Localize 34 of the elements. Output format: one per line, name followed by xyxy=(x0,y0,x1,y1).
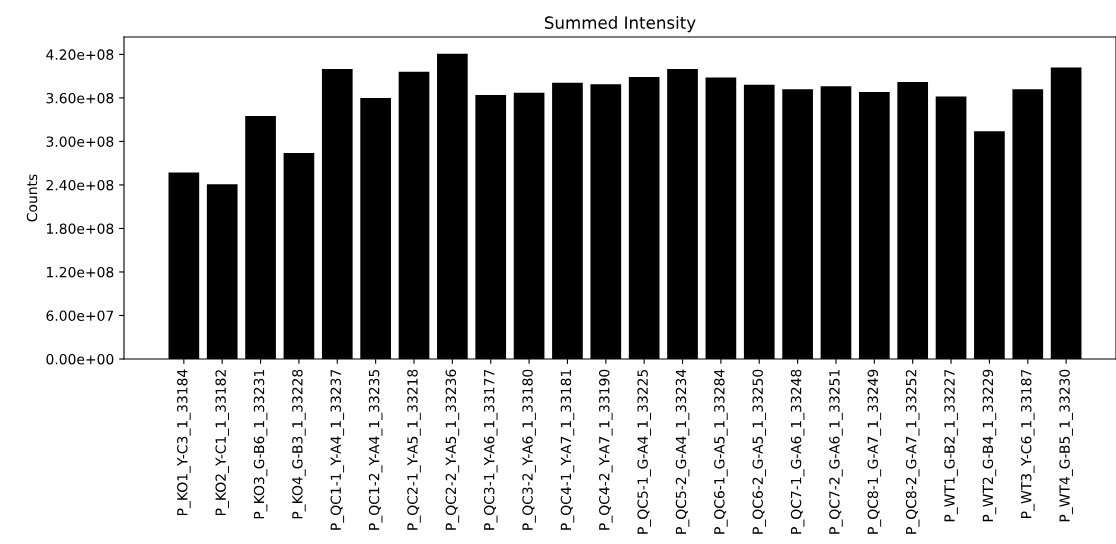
x-tick-label: P_QC3-2_Y-A6_1_33180 xyxy=(522,369,536,530)
x-tick-label: P_QC1-2_Y-A4_1_33235 xyxy=(368,369,383,530)
y-tick-label: 6.00e+07 xyxy=(46,310,114,321)
x-tick-label: P_QC7-2_G-A6_1_33251 xyxy=(829,370,843,534)
x-tick-label: P_WT3_Y-C6_1_33187 xyxy=(1020,369,1035,518)
chart-title: Summed Intensity xyxy=(544,16,696,33)
x-tick-label: P_KO1_Y-C3_1_33184 xyxy=(177,369,191,516)
x-tick-label: P_WT1_G-B2_1_33227 xyxy=(944,369,958,522)
y-axis-title: Counts xyxy=(26,174,38,222)
y-tick-label: 0.00e+00 xyxy=(46,353,114,365)
x-tick-label: P_WT4_G-B5_1_33230 xyxy=(1059,369,1073,522)
x-tick-label: P_KO3_G-B6_1_33231 xyxy=(253,370,268,519)
x-tick-label: P_WT2_G-B4_1_33229 xyxy=(982,369,997,522)
x-tick-label: P_QC4-1_Y-A7_1_33181 xyxy=(560,370,575,530)
x-tick-label: P_QC8-2_G-A7_1_33252 xyxy=(905,370,920,534)
x-tick-label: P_QC3-1_Y-A6_1_33177 xyxy=(483,369,498,530)
x-tick-label: P_QC8-1_G-A7_1_33249 xyxy=(867,369,882,534)
x-tick-label: P_QC7-1_G-A6_1_33248 xyxy=(790,369,805,534)
x-tick-label: P_QC2-1_Y-A5_1_33218 xyxy=(407,369,421,530)
x-tick-label: P_QC1-1_Y-A4_1_33237 xyxy=(330,369,345,530)
x-tick-label: P_QC5-1_G-A4_1_33225 xyxy=(637,369,651,534)
x-tick-label: P_QC5-2_G-A4_1_33234 xyxy=(675,369,690,534)
y-tick-label: 3.60e+08 xyxy=(46,92,114,104)
x-tick-label: P_QC6-2_G-A5_1_33250 xyxy=(752,369,767,534)
x-tick-label: P_QC4-2_Y-A7_1_33190 xyxy=(599,369,613,530)
x-tick-label: P_KO2_Y-C1_1_33182 xyxy=(215,370,229,516)
x-tick-label: P_KO4_G-B3_1_33228 xyxy=(292,369,306,519)
y-tick-label: 1.80e+08 xyxy=(47,223,114,234)
y-tick-label: 3.00e+08 xyxy=(46,136,114,147)
y-tick-label: 1.20e+08 xyxy=(47,266,114,278)
y-tick-label: 2.40e+08 xyxy=(46,179,114,191)
x-tick-label: P_QC2-2_Y-A5_1_33236 xyxy=(445,369,460,530)
x-tick-label: P_QC6-1_G-A5_1_33284 xyxy=(714,369,728,534)
y-tick-label: 4.20e+08 xyxy=(46,49,114,60)
